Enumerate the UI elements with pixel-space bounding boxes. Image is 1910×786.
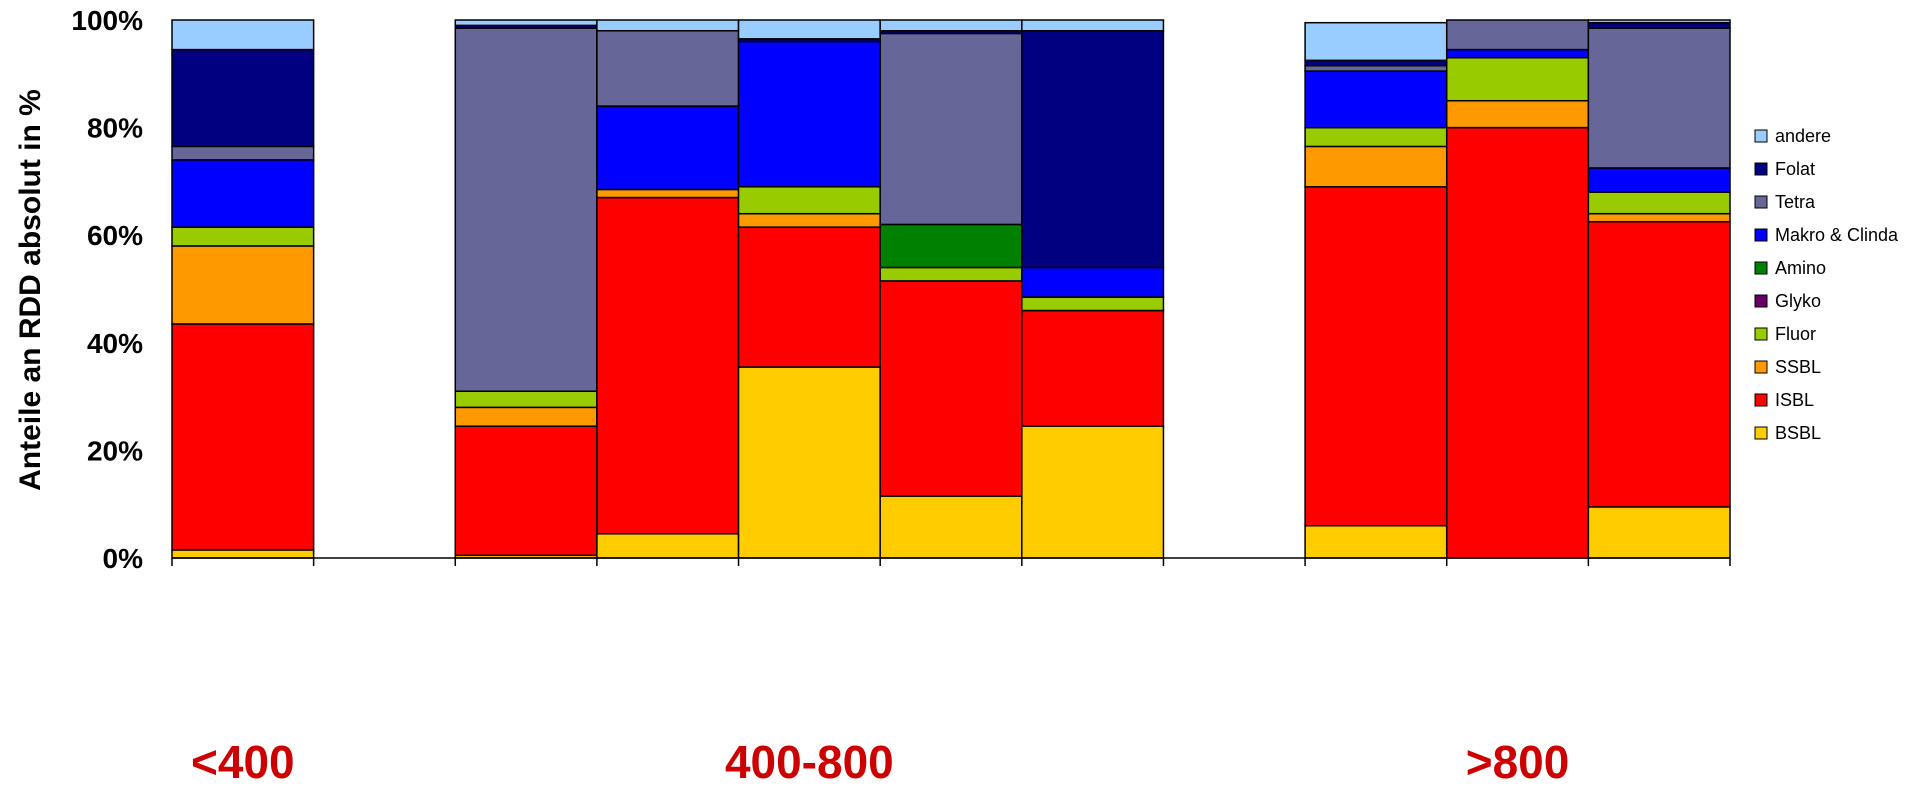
bar-segment-makro-clinda: [171, 159, 315, 228]
legend-swatch: [1754, 228, 1768, 242]
legend-label: Tetra: [1775, 192, 1816, 212]
legend-swatch: [1754, 360, 1768, 374]
bar-segment-andere: [171, 19, 315, 51]
group-label: 400-800: [725, 736, 894, 786]
bar-segment-isbl: [1445, 126, 1590, 559]
bar-segment-bsbl: [171, 549, 315, 559]
bar-segment-tetra: [1587, 27, 1731, 169]
legend-label: BSBL: [1775, 423, 1821, 443]
bar-segment-ssbl: [1587, 212, 1731, 223]
bar-segment-bsbl: [1021, 425, 1165, 559]
legend-label: Makro & Clinda: [1775, 225, 1899, 245]
bar-segment-fluor: [1587, 191, 1731, 215]
bar-segment-ssbl: [1304, 145, 1448, 188]
bar-segment-makro-clinda: [1587, 167, 1731, 193]
y-tick-label: 0%: [103, 543, 144, 574]
bar-segment-amino: [879, 223, 1023, 269]
bar-segment-folat: [1587, 21, 1731, 29]
legend-swatch: [1754, 294, 1768, 308]
bar-segment-andere: [454, 19, 598, 27]
bar-segment-makro-clinda: [737, 40, 881, 188]
legend-label: Folat: [1775, 159, 1815, 179]
bar-segment-makro-clinda: [1445, 48, 1590, 59]
bar-segment-isbl: [596, 196, 740, 535]
bar-segment-isbl: [879, 280, 1023, 497]
bar-segment-makro-clinda: [596, 105, 740, 191]
bar-segment-folat: [1021, 30, 1165, 269]
bar-segment-andere: [596, 19, 740, 32]
bar-segment-tetra: [454, 27, 598, 392]
bar-segment-andere: [1587, 19, 1731, 24]
y-tick-label: 60%: [87, 220, 143, 251]
bar-segment-tetra: [1304, 64, 1448, 72]
bar-segment-isbl: [454, 425, 598, 557]
legend-swatch: [1754, 393, 1768, 407]
bar-segment-fluor: [171, 226, 315, 247]
legend-swatch: [1754, 195, 1768, 209]
legend-label: andere: [1775, 126, 1831, 146]
bar-segment-ssbl: [737, 212, 881, 228]
bar-segment-ssbl: [171, 245, 315, 325]
legend-label: ISBL: [1775, 390, 1814, 410]
bar-segment-fluor: [454, 390, 598, 409]
bar-segment-isbl: [1021, 309, 1165, 427]
bar-segment-fluor: [1445, 56, 1590, 102]
bars-layer: [171, 19, 1731, 559]
bar-segment-andere: [1021, 19, 1165, 32]
y-tick-label: 40%: [87, 328, 143, 359]
bar-segment-tetra: [1445, 19, 1590, 51]
bar-segment-ssbl: [596, 188, 740, 199]
bar-segment-makro-clinda: [1021, 266, 1165, 298]
legend-label: Amino: [1775, 258, 1826, 278]
bar-segment-bsbl: [879, 495, 1023, 559]
bar-segment-bsbl: [1304, 524, 1448, 559]
bar-segment-tetra: [879, 32, 1023, 226]
legend: andere Folat Tetra Makro & Clinda Amino Glyko…: [1754, 126, 1899, 443]
bar-segment-bsbl: [1587, 506, 1731, 559]
axes-layer: 0% 20% 40% 60% 80% 100%: [71, 5, 1731, 574]
legend-swatch: [1754, 162, 1768, 176]
legend-label: Glyko: [1775, 291, 1821, 311]
bar-segment-isbl: [737, 226, 881, 368]
bar-segment-folat: [171, 48, 315, 148]
bar-segment-ssbl: [1445, 99, 1590, 129]
legend-swatch: [1754, 327, 1768, 341]
bar-segment-bsbl: [596, 533, 740, 559]
group-labels: <400 400-800 >800: [191, 736, 1569, 786]
legend-label: Fluor: [1775, 324, 1816, 344]
legend-swatch: [1754, 426, 1768, 440]
y-tick-label: 80%: [87, 113, 143, 144]
group-label: >800: [1466, 736, 1570, 786]
bar-segment-isbl: [1587, 221, 1731, 508]
bar-segment-fluor: [1304, 126, 1448, 148]
group-label: <400: [191, 736, 295, 786]
bar-segment-isbl: [1304, 186, 1448, 527]
bar-segment-ssbl: [454, 406, 598, 427]
y-tick-label: 100%: [71, 5, 143, 36]
bar-segment-makro-clinda: [1304, 70, 1448, 129]
y-tick-label: 20%: [87, 435, 143, 466]
bar-segment-fluor: [879, 266, 1023, 282]
bar-segment-tetra: [171, 145, 315, 161]
y-axis-title: Anteile an RDD absolut in %: [14, 89, 47, 491]
bar-segment-andere: [879, 19, 1023, 32]
legend-swatch: [1754, 261, 1768, 275]
bar-segment-andere: [1304, 21, 1448, 62]
bar-segment-bsbl: [737, 366, 881, 559]
bar-segment-folat: [1304, 59, 1448, 67]
legend-label: SSBL: [1775, 357, 1821, 377]
legend-swatch: [1754, 129, 1768, 143]
bar-segment-tetra: [596, 30, 740, 107]
bar-segment-fluor: [1021, 296, 1165, 312]
bar-segment-fluor: [737, 186, 881, 215]
bar-segment-isbl: [171, 323, 315, 551]
bar-segment-andere: [737, 19, 881, 40]
